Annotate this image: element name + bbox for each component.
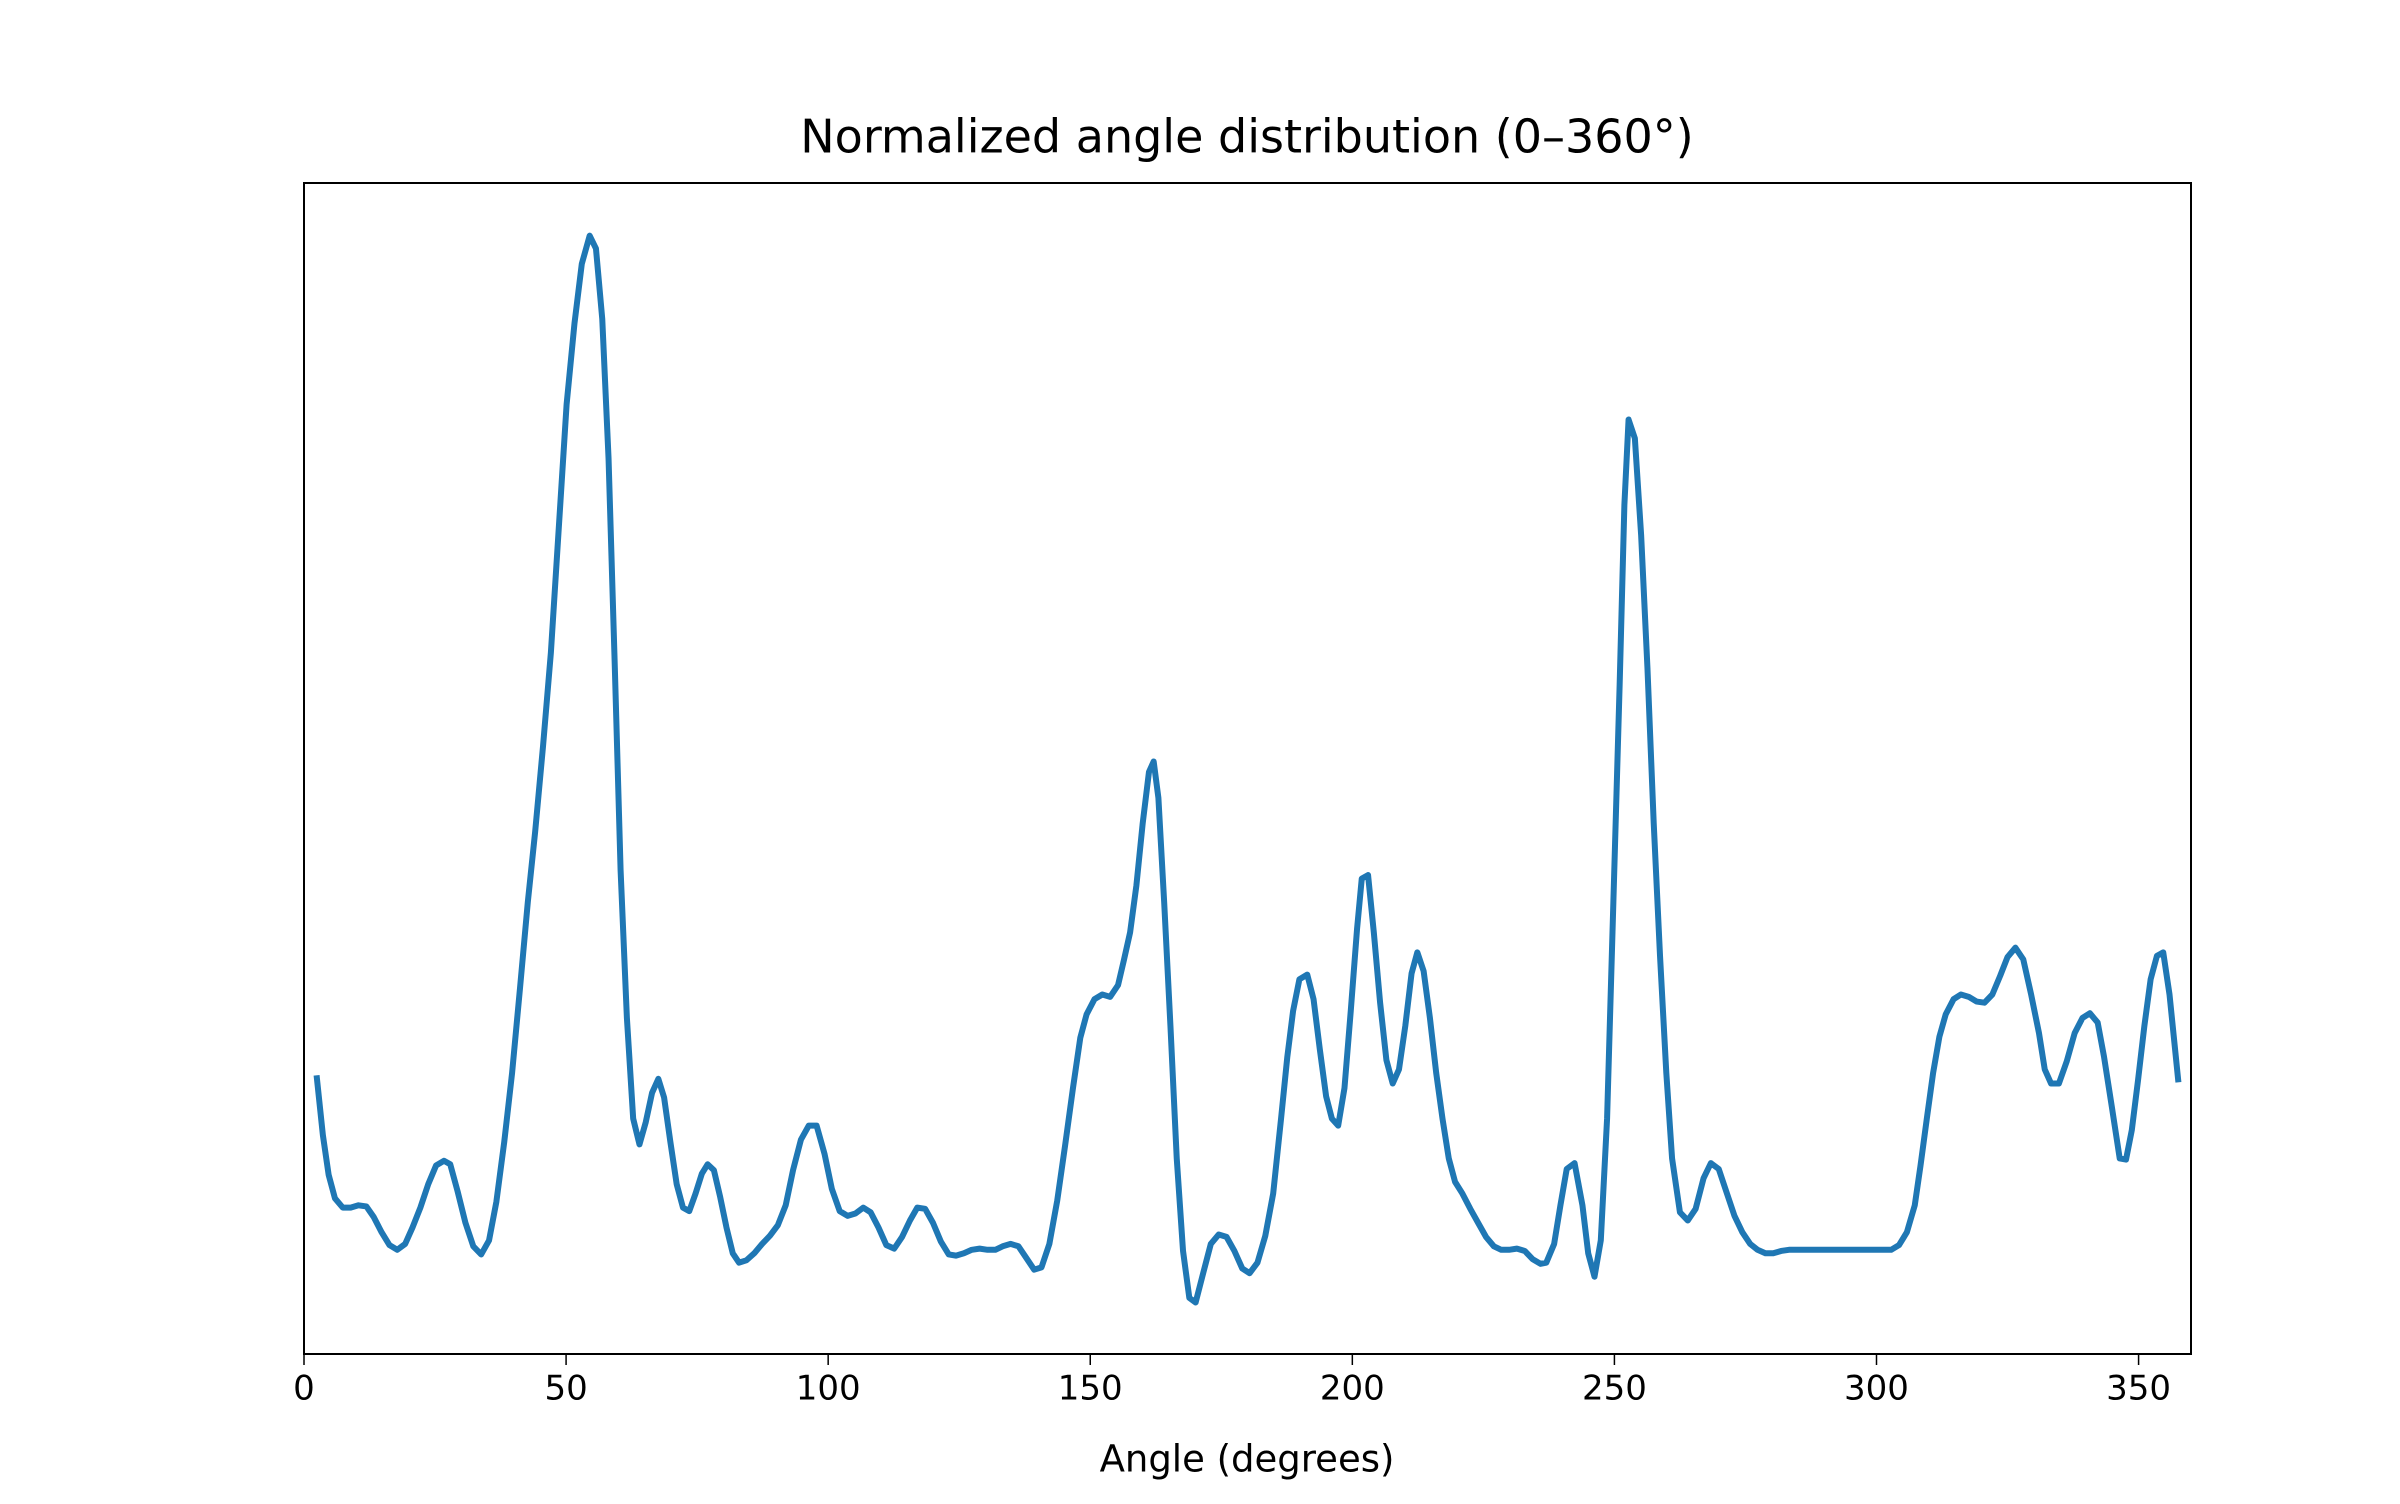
x-tick-label: 0 [293,1369,315,1409]
data-line [313,232,2182,1306]
x-tick-label: 150 [1058,1369,1123,1409]
plot-frame [303,182,2192,1355]
x-tick-label: 100 [796,1369,861,1409]
x-tick-label: 50 [544,1369,587,1409]
chart-title: Normalized angle distribution (0–360°) [800,110,1693,164]
x-tick-label: 300 [1844,1369,1909,1409]
x-tick-label: 350 [2106,1369,2171,1409]
x-axis-label: Angle (degrees) [1100,1438,1395,1481]
x-tick-label: 250 [1582,1369,1647,1409]
x-tick-label: 200 [1320,1369,1385,1409]
